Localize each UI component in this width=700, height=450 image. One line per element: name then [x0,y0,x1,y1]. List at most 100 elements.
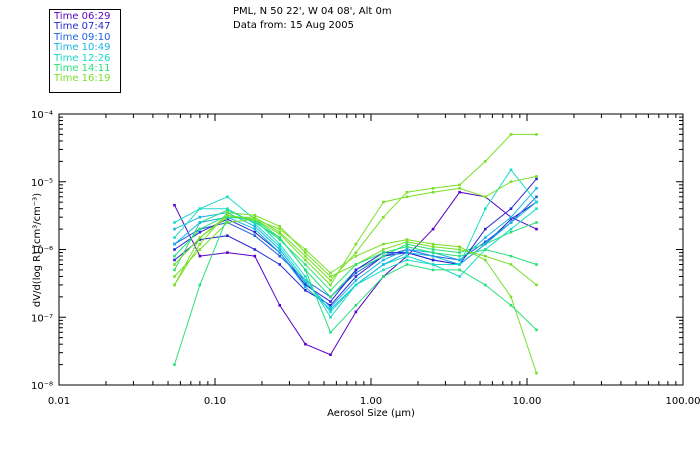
data-point [198,248,202,251]
y-tick-label: 10⁻⁸ [31,381,53,392]
data-point [198,227,202,231]
data-point [173,268,176,272]
data-point [382,215,385,219]
data-point [458,268,461,272]
data-point [405,251,409,254]
data-point [173,248,176,251]
data-point [458,263,461,266]
data-point [431,268,435,272]
data-point [226,208,229,212]
data-point [329,289,332,292]
series-line [174,216,537,365]
data-point [535,195,538,199]
data-point [304,281,307,285]
data-point [431,242,435,246]
data-point [535,283,538,287]
data-point [329,275,332,278]
data-point [198,230,202,234]
data-point [354,304,358,307]
data-point [484,248,487,251]
data-point [304,263,307,266]
data-point [304,268,307,272]
data-point [329,300,332,303]
y-tick-label: 10⁻⁶ [31,246,53,257]
data-point [431,248,435,251]
data-point [382,248,385,251]
data-point [278,227,281,231]
data-point [278,251,281,254]
data-point [198,221,202,224]
data-point [535,177,538,181]
data-point [484,195,487,199]
data-point [304,275,307,278]
data-point [458,183,461,187]
data-point [484,160,487,163]
data-point [382,200,385,204]
y-tick-label: 10⁻⁷ [31,313,53,324]
data-point [253,254,257,258]
data-point [535,207,538,210]
data-point [458,248,461,251]
data-point [329,310,332,314]
data-point [173,283,176,287]
data-point [382,268,385,272]
data-point [198,236,202,239]
data-point [405,258,409,262]
data-point [253,227,257,231]
data-point [173,258,176,262]
data-point [535,263,538,266]
data-point [226,211,229,214]
data-point [354,279,358,282]
legend-item: Time 12:26 [54,52,111,64]
data-point [535,371,538,375]
data-point [198,283,202,287]
series-12 [173,133,538,282]
data-point [431,245,435,248]
x-tick-label: 1.00 [360,396,382,407]
data-point [253,215,257,219]
series-line [174,187,537,309]
data-point [329,295,332,299]
data-point [509,217,513,221]
axis-labels: Aerosol Size (µm) dV/d(log R) (cm³/cm⁻³) [32,193,415,419]
data-point [198,254,202,258]
data-point [173,263,176,266]
data-point [484,227,487,231]
data-point [431,258,435,262]
data-point [304,285,307,289]
data-point [304,258,307,262]
data-point [509,230,513,234]
data-point [484,240,487,244]
data-point [382,263,385,266]
data-point [253,220,257,223]
data-point [226,215,229,219]
data-point [173,236,176,239]
data-point [304,254,307,258]
data-point [329,353,332,356]
data-point [431,227,435,231]
data-point [484,283,487,287]
data-point [253,225,257,228]
data-point [226,195,229,199]
legend-item: Time 10:49 [54,42,111,54]
x-tick-label: 0.01 [48,396,70,407]
data-point [173,254,176,258]
data-point [509,133,513,136]
data-point [354,271,358,275]
data-point [253,217,257,221]
data-point [226,217,229,221]
data-point [431,251,435,254]
data-point [405,195,409,199]
data-point [278,232,281,236]
x-tick-label: 10.00 [513,396,542,407]
data-point [304,251,307,254]
data-point [354,263,358,266]
data-point [382,258,385,262]
data-point [382,275,385,278]
data-point [509,263,513,266]
data-point [535,133,538,136]
x-tick-label: 100.00 [666,396,700,407]
data-point [431,190,435,194]
data-point [354,268,358,272]
x-axis-label: Aerosol Size (µm) [327,408,415,419]
